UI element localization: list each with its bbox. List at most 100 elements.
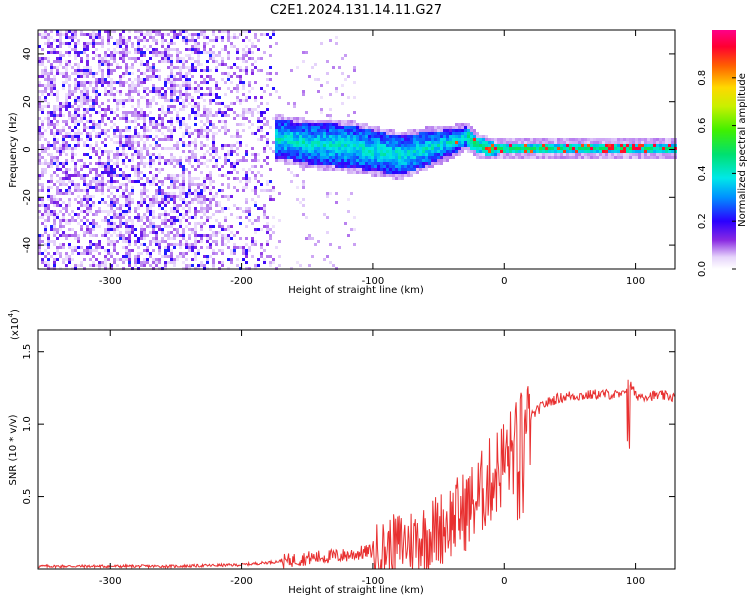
spectrogram-cell (443, 126, 446, 129)
spectrogram-cell (491, 150, 494, 153)
spectrogram-cell (149, 69, 152, 72)
spectrogram-cell (194, 81, 197, 84)
spectrogram-cell (302, 153, 305, 156)
spectrogram-cell (236, 177, 239, 180)
spectrogram-cell (413, 165, 416, 168)
spectrogram-cell (203, 114, 206, 117)
spectrogram-cell (278, 147, 281, 150)
spectrogram-cell (443, 144, 446, 147)
spectrogram-cell (143, 213, 146, 216)
spectrogram-cell (227, 186, 230, 189)
spectrogram-cell (182, 228, 185, 231)
spectrogram-cell (155, 237, 158, 240)
spectrogram-cell (167, 177, 170, 180)
spectrogram-cell (149, 123, 152, 126)
spectrogram-cell (236, 135, 239, 138)
spectrogram-cell (326, 126, 329, 129)
spectrogram-cell (44, 207, 47, 210)
spectrogram-cell (179, 117, 182, 120)
spectrogram-cell (383, 168, 386, 171)
spectrogram-cell (254, 36, 257, 39)
spectrogram-cell (47, 51, 50, 54)
spectrogram-cell (128, 90, 131, 93)
spectrogram-cell (392, 132, 395, 135)
spectrogram-cell (269, 195, 272, 198)
spectrogram-cell (68, 144, 71, 147)
spectrogram-cell (302, 60, 305, 63)
spectrogram-cell (149, 66, 152, 69)
spectrogram-cell (347, 168, 350, 171)
spectrogram-cell (353, 138, 356, 141)
spectrogram-cell (419, 165, 422, 168)
spectrogram-cell (65, 255, 68, 258)
spectrogram-cell (113, 210, 116, 213)
spectrogram-cell (626, 153, 629, 156)
spectrogram-cell (257, 105, 260, 108)
spectrogram-cell (74, 147, 77, 150)
spectrogram-cell (224, 159, 227, 162)
spectrogram-cell (152, 138, 155, 141)
spectrogram-cell (407, 162, 410, 165)
spectrogram-cell (284, 159, 287, 162)
spectrogram-cell (143, 90, 146, 93)
spectrogram-cell (179, 174, 182, 177)
spectrogram-cell (197, 36, 200, 39)
spectrogram-cell (254, 45, 257, 48)
spectrogram-cell (77, 201, 80, 204)
spectrogram-cell (218, 156, 221, 159)
spectrogram-cell (203, 108, 206, 111)
spectrogram-cell (182, 63, 185, 66)
spectrogram-cell (83, 204, 86, 207)
spectrogram-cell (140, 189, 143, 192)
spectrogram-cell (95, 264, 98, 267)
spectrogram-cell (206, 204, 209, 207)
spectrogram-cell (404, 156, 407, 159)
spectrogram-cell (560, 156, 563, 159)
spectrogram-cell (104, 228, 107, 231)
spectrogram-cell (176, 258, 179, 261)
spectrogram-cell (248, 207, 251, 210)
spectrogram-cell (227, 129, 230, 132)
spectrogram-cell (86, 111, 89, 114)
spectrogram-cell (392, 150, 395, 153)
spectrogram-cell (92, 177, 95, 180)
spectrogram-cell (113, 93, 116, 96)
spectrogram-cell (41, 36, 44, 39)
spectrogram-cell (350, 132, 353, 135)
spectrogram-cell (113, 213, 116, 216)
spectrogram-cell (134, 57, 137, 60)
spectrogram-cell (329, 153, 332, 156)
spectrogram-cell (527, 144, 530, 147)
spectrogram-cell (125, 144, 128, 147)
spectrogram-cell (371, 135, 374, 138)
spectrogram-cell (101, 36, 104, 39)
spectrogram-cell (77, 51, 80, 54)
spectrogram-cell (518, 153, 521, 156)
spectrogram-cell (353, 159, 356, 162)
spectrogram-cell (311, 144, 314, 147)
spectrogram-cell (209, 90, 212, 93)
spectrogram-cell (215, 234, 218, 237)
spectrogram-cell (47, 219, 50, 222)
spectrogram-cell (308, 264, 311, 267)
spectrogram-cell (170, 249, 173, 252)
spectrogram-cell (95, 102, 98, 105)
spectrogram-cell (494, 144, 497, 147)
spectrogram-cell (641, 141, 644, 144)
spectrogram-cell (86, 132, 89, 135)
spectrogram-cell (209, 87, 212, 90)
spectrogram-cell (299, 159, 302, 162)
spectrogram-cell (380, 147, 383, 150)
spectrogram-cell (293, 120, 296, 123)
spectrogram-cell (344, 159, 347, 162)
spectrogram-cell (311, 120, 314, 123)
spectrogram-cell (137, 246, 140, 249)
spectrogram-cell (251, 147, 254, 150)
spectrogram-cell (602, 150, 605, 153)
spectrogram-cell (401, 144, 404, 147)
spectrogram-cell (656, 156, 659, 159)
spectrogram-cell (110, 30, 113, 33)
spectrogram-cell (62, 87, 65, 90)
spectrogram-cell (59, 228, 62, 231)
spectrogram-cell (197, 108, 200, 111)
